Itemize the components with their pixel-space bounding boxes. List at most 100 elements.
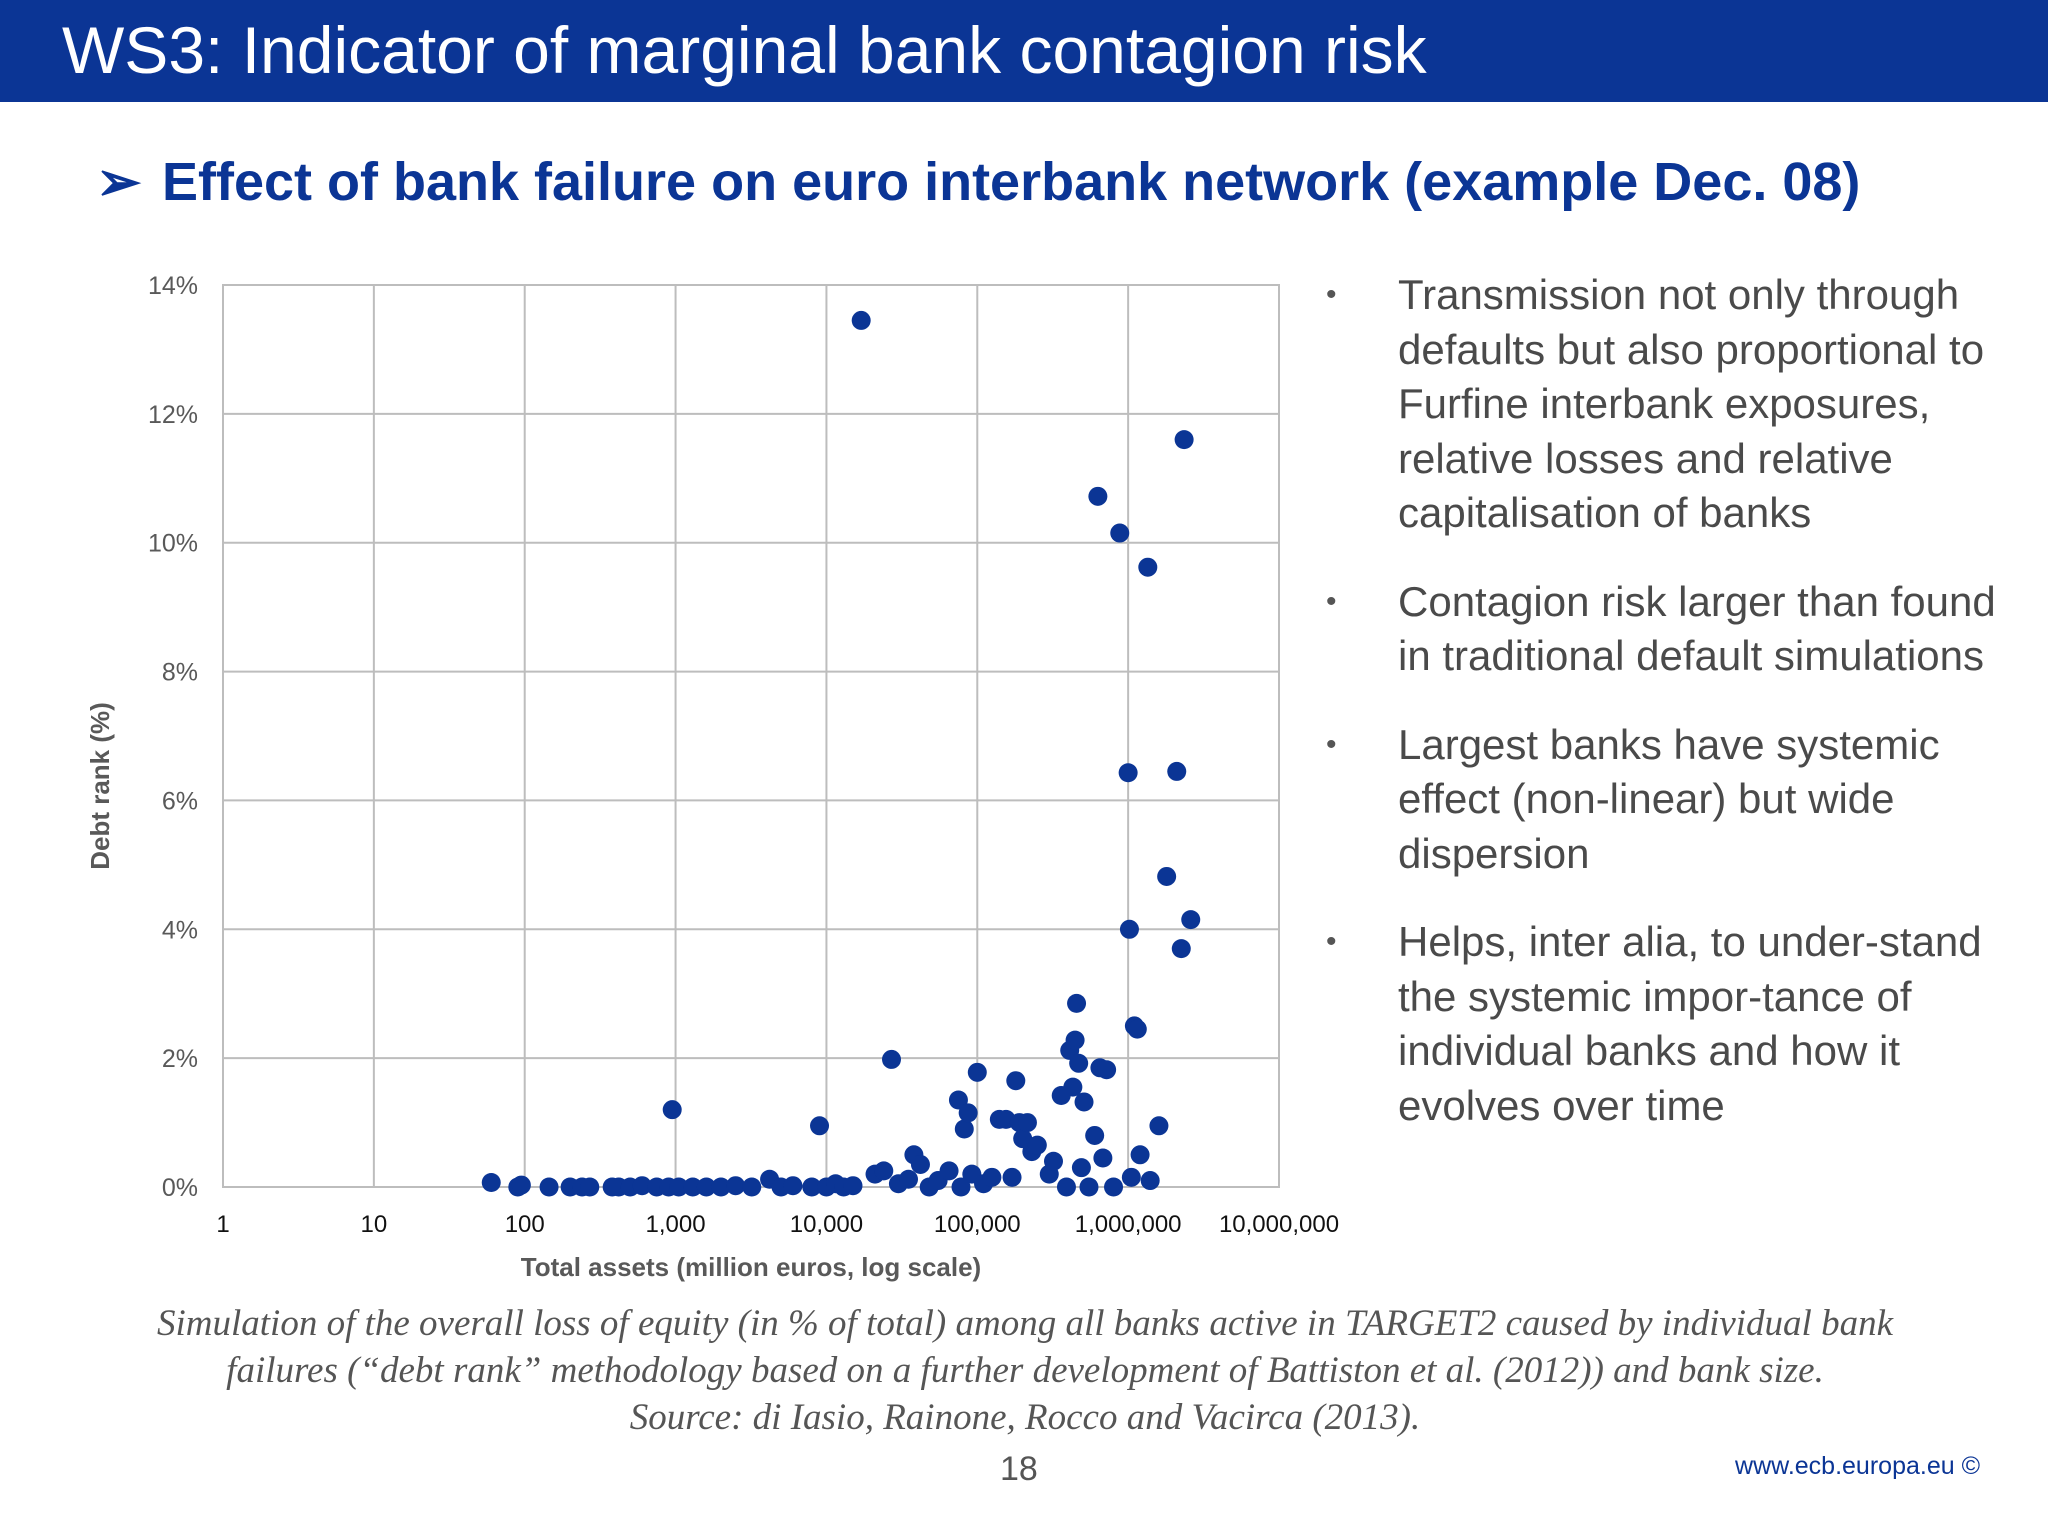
data-point [951, 1177, 971, 1197]
x-tick-label: 100 [505, 1211, 545, 1238]
slide-title: WS3: Indicator of marginal bank contagio… [62, 13, 1427, 87]
subtitle-text: Effect of bank failure on euro interbank… [162, 152, 1861, 212]
data-point [1065, 1030, 1085, 1050]
data-point [1171, 939, 1191, 959]
data-point [910, 1154, 930, 1174]
data-point [954, 1119, 974, 1139]
data-point [1071, 1158, 1091, 1178]
bullet-item: • Transmission not only through defaults … [1320, 268, 2040, 541]
data-point [1138, 557, 1158, 577]
data-point [1069, 1053, 1089, 1073]
data-point [711, 1177, 731, 1197]
data-point [874, 1161, 894, 1181]
caption-line: failures (“debt rank” methodology based … [226, 1350, 1824, 1391]
data-point [1157, 866, 1177, 886]
data-point [662, 1100, 682, 1120]
data-point [696, 1177, 716, 1197]
data-point [1121, 1167, 1141, 1187]
data-point [783, 1176, 803, 1196]
data-point [1043, 1151, 1063, 1171]
bullet-list: • Transmission not only through defaults … [1320, 268, 2040, 1167]
y-tick-label: 14% [148, 272, 198, 300]
data-point [1006, 1071, 1026, 1091]
data-point [958, 1103, 978, 1123]
data-point [851, 310, 871, 330]
slide-subtitle: ➢ Effect of bank failure on euro interban… [96, 150, 1860, 213]
x-tick-label: 100,000 [934, 1211, 1021, 1238]
bullet-text: Transmission not only through defaults b… [1398, 271, 1985, 536]
data-point [683, 1177, 703, 1197]
y-tick-label: 0% [162, 1174, 198, 1202]
data-point [1002, 1167, 1022, 1187]
chart-caption: Simulation of the overall loss of equity… [60, 1300, 1990, 1441]
x-tick-label: 10,000,000 [1219, 1211, 1339, 1238]
data-point [742, 1177, 762, 1197]
bullet-item: • Largest banks have systemic effect (non… [1320, 718, 2040, 882]
data-point [948, 1090, 968, 1110]
bullet-dot-icon: • [1326, 278, 1337, 311]
data-point [539, 1177, 559, 1197]
bullet-item: • Contagion risk larger than found in tra… [1320, 575, 2040, 684]
data-point [1067, 993, 1087, 1013]
plot-area [222, 284, 1280, 1188]
data-point [939, 1161, 959, 1181]
data-point [1140, 1171, 1160, 1191]
data-point [1074, 1092, 1094, 1112]
y-tick-label: 6% [162, 787, 198, 815]
data-point [899, 1169, 919, 1189]
data-point [1104, 1177, 1124, 1197]
data-point [511, 1175, 531, 1195]
data-point [810, 1116, 830, 1136]
data-point [1130, 1145, 1150, 1165]
data-point [1027, 1135, 1047, 1155]
data-point [580, 1177, 600, 1197]
y-tick-label: 12% [148, 401, 198, 429]
bullet-item: • Helps, inter alia, to under-stand the s… [1320, 915, 2040, 1133]
data-point [802, 1177, 822, 1197]
bullet-dot-icon: • [1326, 925, 1337, 958]
data-point [481, 1172, 501, 1192]
data-point [1088, 486, 1108, 506]
caption-line: Source: di Iasio, Rainone, Rocco and Vac… [629, 1397, 1421, 1438]
data-point [1063, 1077, 1083, 1097]
data-point [1149, 1116, 1169, 1136]
bullet-text: Helps, inter alia, to under-stand the sy… [1398, 918, 1982, 1129]
y-axis-title: Debt rank (%) [85, 702, 115, 870]
y-tick-label: 8% [162, 659, 198, 687]
data-point [1167, 761, 1187, 781]
website-link[interactable]: www.ecb.europa.eu © [1735, 1452, 1980, 1480]
data-point [1085, 1125, 1105, 1145]
y-tick-label: 10% [148, 530, 198, 558]
data-point [967, 1062, 987, 1082]
arrow-bullet-icon: ➢ [96, 152, 142, 212]
x-tick-label: 1 [216, 1211, 229, 1238]
data-point [1079, 1177, 1099, 1197]
data-point [669, 1177, 689, 1197]
data-point [726, 1176, 746, 1196]
data-point [1118, 763, 1138, 783]
data-point [843, 1176, 863, 1196]
data-point [1181, 910, 1201, 930]
bullet-text: Contagion risk larger than found in trad… [1398, 577, 1996, 680]
data-point [1097, 1060, 1117, 1080]
data-point [1110, 523, 1130, 543]
data-point [632, 1176, 652, 1196]
bullet-dot-icon: • [1326, 584, 1337, 618]
data-point [1093, 1148, 1113, 1168]
data-point [1017, 1113, 1037, 1133]
scatter-chart: 0% 2% 4% 6% 8% 10% 12% 14% 1 10 100 1,000 10,000 100,… [85, 272, 1339, 1282]
data-point [982, 1167, 1002, 1187]
x-axis-title: Total assets (million euros, log scale) [521, 1252, 981, 1282]
x-tick-label: 1,000,000 [1075, 1211, 1182, 1238]
bullet-dot-icon: • [1326, 727, 1337, 761]
x-tick-label: 1,000 [646, 1211, 706, 1238]
x-tick-label: 10,000 [790, 1211, 863, 1238]
data-point [1127, 1019, 1147, 1039]
caption-line: Simulation of the overall loss of equity… [156, 1303, 1894, 1344]
y-tick-label: 2% [162, 1045, 198, 1073]
data-point [1056, 1177, 1076, 1197]
bullet-text: Largest banks have systemic effect (non-… [1398, 720, 1940, 877]
data-point [1174, 430, 1194, 450]
x-tick-label: 10 [361, 1211, 388, 1238]
page-number: 18 [1000, 1450, 1038, 1488]
